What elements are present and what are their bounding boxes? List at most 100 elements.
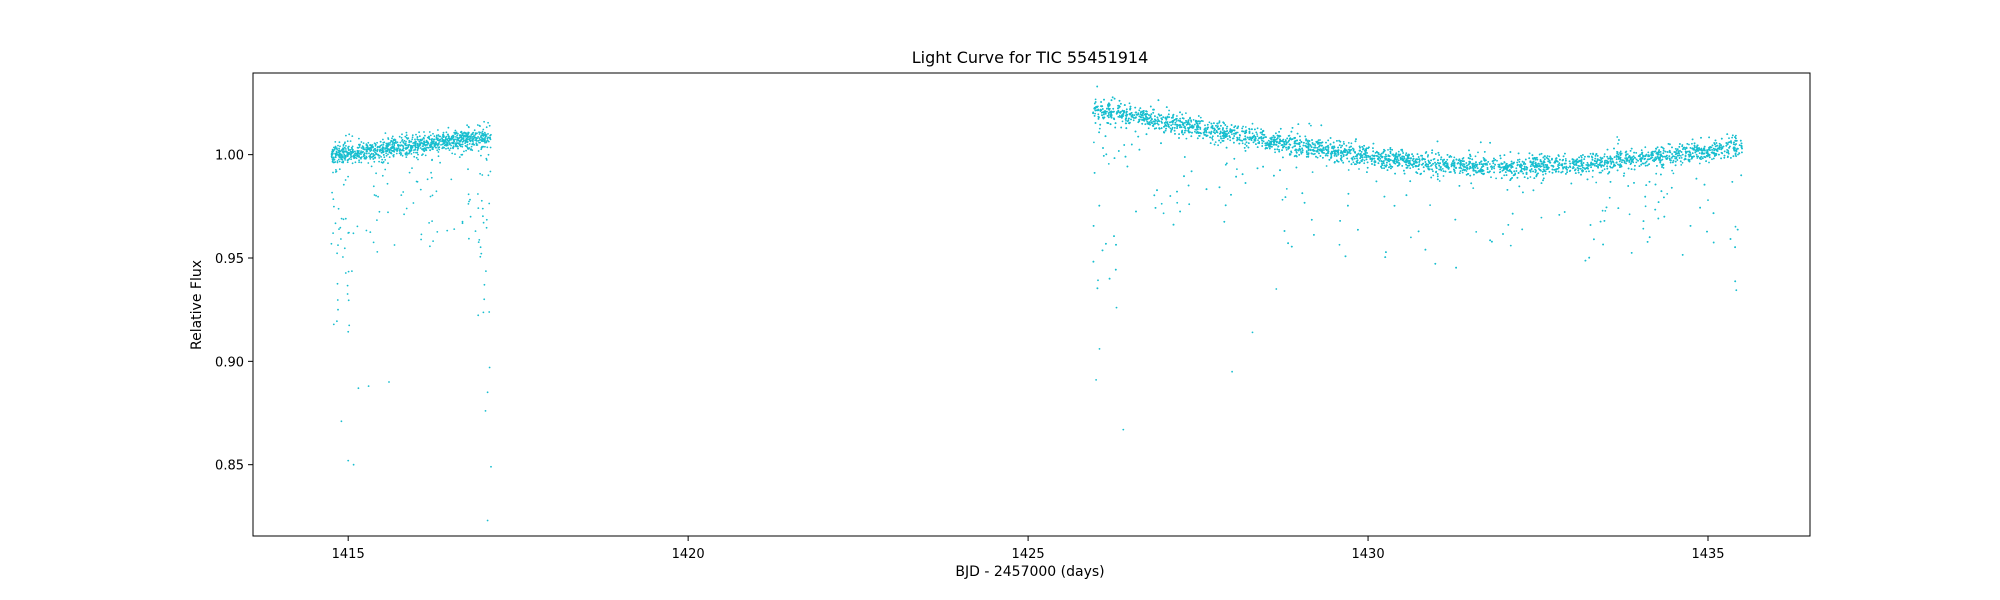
data-point <box>1598 163 1601 165</box>
data-point <box>1236 127 1239 129</box>
data-point <box>419 147 422 149</box>
data-point <box>487 174 490 177</box>
data-point <box>351 145 354 148</box>
data-point <box>1714 139 1717 142</box>
data-point <box>413 149 415 152</box>
data-point <box>1426 155 1429 158</box>
data-point <box>1305 139 1307 142</box>
data-point <box>1434 153 1437 155</box>
data-point <box>480 199 483 202</box>
data-point <box>1603 153 1606 156</box>
data-point <box>1190 120 1193 123</box>
data-point <box>1518 185 1521 188</box>
data-point <box>382 148 384 151</box>
data-point <box>1623 172 1626 175</box>
data-point <box>1204 127 1207 130</box>
data-point <box>384 132 387 135</box>
data-point <box>1274 151 1276 154</box>
data-point <box>1655 172 1658 175</box>
data-point <box>1542 177 1545 180</box>
data-point <box>475 142 478 145</box>
data-point <box>442 133 444 136</box>
data-point <box>358 161 360 164</box>
data-point <box>1139 113 1142 115</box>
data-point <box>487 121 489 124</box>
data-point <box>1176 115 1178 117</box>
data-point <box>380 161 383 164</box>
data-point <box>1459 165 1462 167</box>
data-point <box>1402 152 1404 154</box>
data-point <box>1210 130 1213 133</box>
data-point <box>1377 162 1380 165</box>
data-point <box>466 124 468 127</box>
data-point <box>1267 139 1270 142</box>
data-point <box>429 134 432 137</box>
data-point <box>1465 162 1468 164</box>
data-point <box>1326 154 1329 157</box>
data-point <box>1734 152 1737 155</box>
data-point <box>1206 123 1209 126</box>
data-point <box>451 137 454 140</box>
data-point <box>1384 155 1386 158</box>
data-point <box>1645 160 1648 163</box>
data-point <box>456 142 458 145</box>
data-point <box>351 270 353 272</box>
data-point <box>421 142 423 145</box>
data-point <box>398 135 401 138</box>
data-point <box>1644 205 1647 208</box>
data-point <box>350 152 353 155</box>
data-point <box>1397 150 1400 153</box>
data-point <box>393 144 396 147</box>
data-point <box>477 241 480 244</box>
data-point <box>387 145 389 148</box>
data-point <box>480 154 482 157</box>
data-point <box>1603 161 1606 164</box>
data-point <box>1446 158 1449 161</box>
data-point <box>1728 137 1730 140</box>
data-point <box>1480 172 1483 175</box>
data-point <box>393 244 396 246</box>
data-point <box>1637 159 1639 162</box>
data-point <box>410 153 413 155</box>
data-point <box>1176 201 1179 204</box>
data-point <box>489 146 492 149</box>
data-point <box>1566 169 1568 171</box>
data-point <box>1526 177 1529 180</box>
data-point <box>391 135 394 138</box>
data-point <box>366 148 369 151</box>
data-point <box>1352 161 1355 164</box>
data-point <box>387 162 389 165</box>
data-point <box>1179 210 1181 213</box>
data-point <box>401 138 404 141</box>
data-point <box>1603 163 1606 166</box>
data-point <box>1150 121 1153 124</box>
data-point <box>419 142 422 144</box>
data-point <box>437 134 440 136</box>
data-point <box>487 136 489 139</box>
data-point <box>1476 167 1479 170</box>
data-point <box>1436 173 1439 175</box>
data-point <box>414 140 417 143</box>
data-point <box>405 131 408 134</box>
data-point <box>471 133 474 136</box>
data-point <box>1137 113 1140 116</box>
data-point <box>373 142 376 145</box>
data-point <box>1539 160 1542 163</box>
data-point <box>1734 246 1736 249</box>
data-point <box>464 142 466 145</box>
data-point <box>342 183 345 186</box>
data-point <box>1553 169 1556 171</box>
data-point <box>1525 173 1528 176</box>
data-point <box>1223 220 1226 223</box>
data-point <box>427 146 430 149</box>
data-point <box>436 149 439 152</box>
data-point <box>1251 128 1253 131</box>
data-point <box>336 161 339 164</box>
data-point <box>458 139 460 142</box>
data-point <box>346 152 349 154</box>
data-point <box>436 145 439 147</box>
data-point <box>356 225 359 228</box>
data-point <box>1632 161 1635 164</box>
data-point <box>1448 171 1451 174</box>
data-point <box>1215 124 1217 127</box>
